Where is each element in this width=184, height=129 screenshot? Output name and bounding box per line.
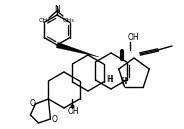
Text: CH₃: CH₃: [62, 18, 74, 22]
Text: OH: OH: [67, 107, 79, 116]
Text: OH: OH: [127, 33, 139, 42]
Text: N: N: [54, 5, 60, 14]
Text: CH₃: CH₃: [38, 18, 50, 22]
Polygon shape: [56, 42, 99, 57]
Text: H: H: [121, 78, 127, 87]
Text: H: H: [107, 75, 113, 83]
Text: O: O: [52, 115, 57, 124]
Text: O: O: [29, 99, 35, 107]
Text: Ḣ: Ḣ: [120, 76, 126, 86]
Text: H: H: [106, 75, 112, 83]
